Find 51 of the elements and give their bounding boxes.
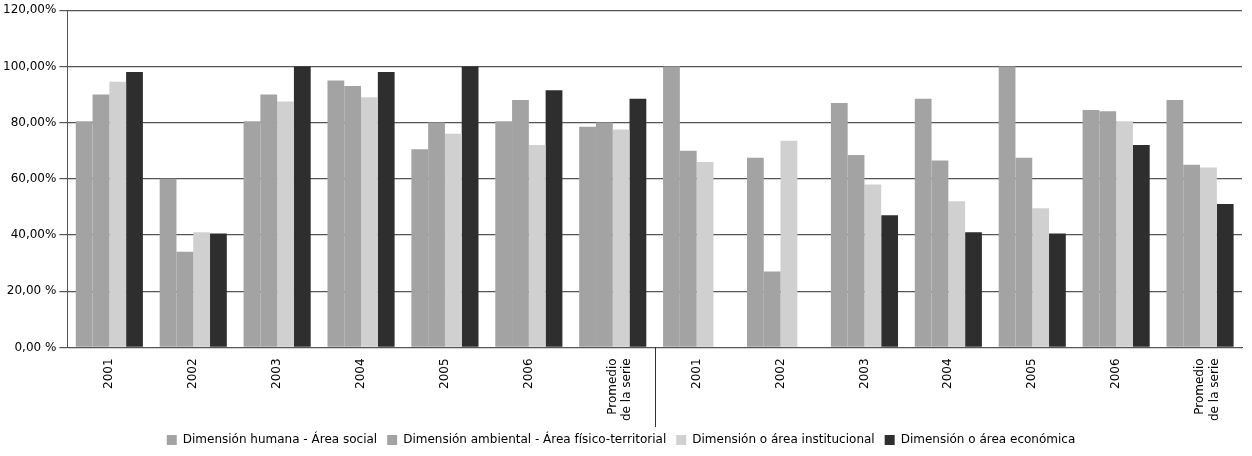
bar [545, 90, 563, 347]
y-tick-label: 80,00% [10, 114, 57, 129]
y-tick-label: 60,00% [10, 170, 57, 185]
bar [444, 133, 462, 347]
legend-label: Dimensión humana - Área social [182, 431, 378, 447]
bar [864, 184, 882, 347]
bar [612, 129, 630, 347]
y-tick-label: 120,00% [3, 2, 57, 17]
bar [1032, 208, 1050, 347]
y-tick-label: 0,00 % [14, 339, 57, 354]
bar [780, 140, 798, 347]
bar [461, 66, 479, 347]
bar [948, 201, 966, 347]
x-tick-label: 2002 [772, 358, 787, 389]
bar [193, 232, 211, 347]
x-tick-label: 2004 [353, 358, 368, 389]
x-tick-label: 2004 [940, 358, 955, 389]
bar [361, 97, 378, 347]
legend-label: Dimensión o área institucional [692, 432, 875, 447]
bar [1200, 167, 1217, 347]
x-tick-label: 2005 [1024, 358, 1039, 389]
x-tick-label: 2003 [856, 358, 871, 389]
bar [109, 81, 127, 347]
x-tick-label: 2002 [185, 358, 200, 389]
bar [126, 72, 143, 347]
bar [629, 98, 647, 347]
bar [377, 72, 395, 347]
x-tick-label: 2006 [1108, 358, 1123, 389]
y-tick-label: 100,00% [3, 58, 57, 73]
bar [965, 232, 982, 347]
legend-label: Dimensión ambiental - Área físico-territorial [403, 431, 667, 447]
bar [1216, 204, 1234, 347]
y-tick-label: 20,00 % [6, 283, 57, 298]
x-tick-label: Promedio de la serie [604, 358, 634, 422]
bar [528, 145, 546, 347]
bar [293, 66, 311, 347]
x-tick-label: 2001 [101, 358, 116, 389]
x-tick-label: 2005 [437, 358, 452, 389]
bar [696, 161, 714, 347]
bar [210, 233, 227, 347]
x-tick-label: 2001 [688, 358, 703, 389]
bar [1132, 145, 1150, 347]
x-tick-label: 2006 [520, 358, 535, 389]
x-tick-label: 2003 [269, 358, 284, 389]
bar [277, 101, 294, 347]
legend-label: Dimensión o área económica [900, 432, 1076, 447]
bar [1116, 121, 1133, 347]
bar [881, 215, 899, 347]
y-tick-label: 40,00% [10, 227, 57, 242]
x-tick-label: Promedio de la serie [1192, 358, 1221, 422]
bar [1049, 233, 1066, 347]
